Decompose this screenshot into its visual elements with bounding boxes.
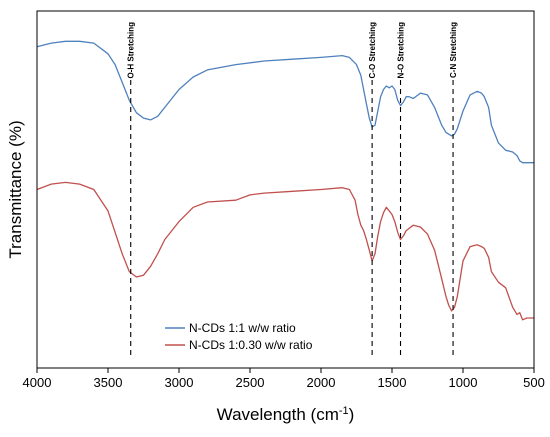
legend-label-1: N-CDs 1:1 w/w ratio <box>189 321 296 335</box>
legend: N-CDs 1:1 w/w ratio N-CDs 1:0.30 w/w rati… <box>165 321 313 352</box>
x-tick-label: 1500 <box>378 375 407 390</box>
series-layer <box>36 40 534 321</box>
x-tick-label: 2500 <box>236 375 265 390</box>
series-line-2 <box>36 181 534 321</box>
x-tick-label: 500 <box>523 375 545 390</box>
plot-frame <box>36 10 535 369</box>
annotation-label-2: C-O Stretching <box>368 22 377 79</box>
series-line-1 <box>36 40 534 164</box>
legend-label-2: N-CDs 1:0.30 w/w ratio <box>189 338 313 352</box>
y-axis-title: Transmittance (%) <box>6 120 25 258</box>
x-tick-label: 3500 <box>94 375 123 390</box>
x-axis-ticks: 4000 3500 3000 2500 2000 1500 1000 500 <box>23 368 545 390</box>
x-tick-label: 2000 <box>307 375 336 390</box>
x-axis-title: Wavelength (cm-1) <box>217 405 355 424</box>
annotation-label-4: C-N Stretching <box>449 22 458 78</box>
annotation-label-3: N-O Stretching <box>397 22 406 79</box>
x-tick-label: 1000 <box>449 375 478 390</box>
annotation-label-1: O-H Stretching <box>127 22 136 79</box>
x-tick-label: 3000 <box>165 375 194 390</box>
x-tick-label: 4000 <box>23 375 52 390</box>
annotation-layer: O-H Stretching C-O Stretching N-O Stretchi… <box>127 22 458 356</box>
